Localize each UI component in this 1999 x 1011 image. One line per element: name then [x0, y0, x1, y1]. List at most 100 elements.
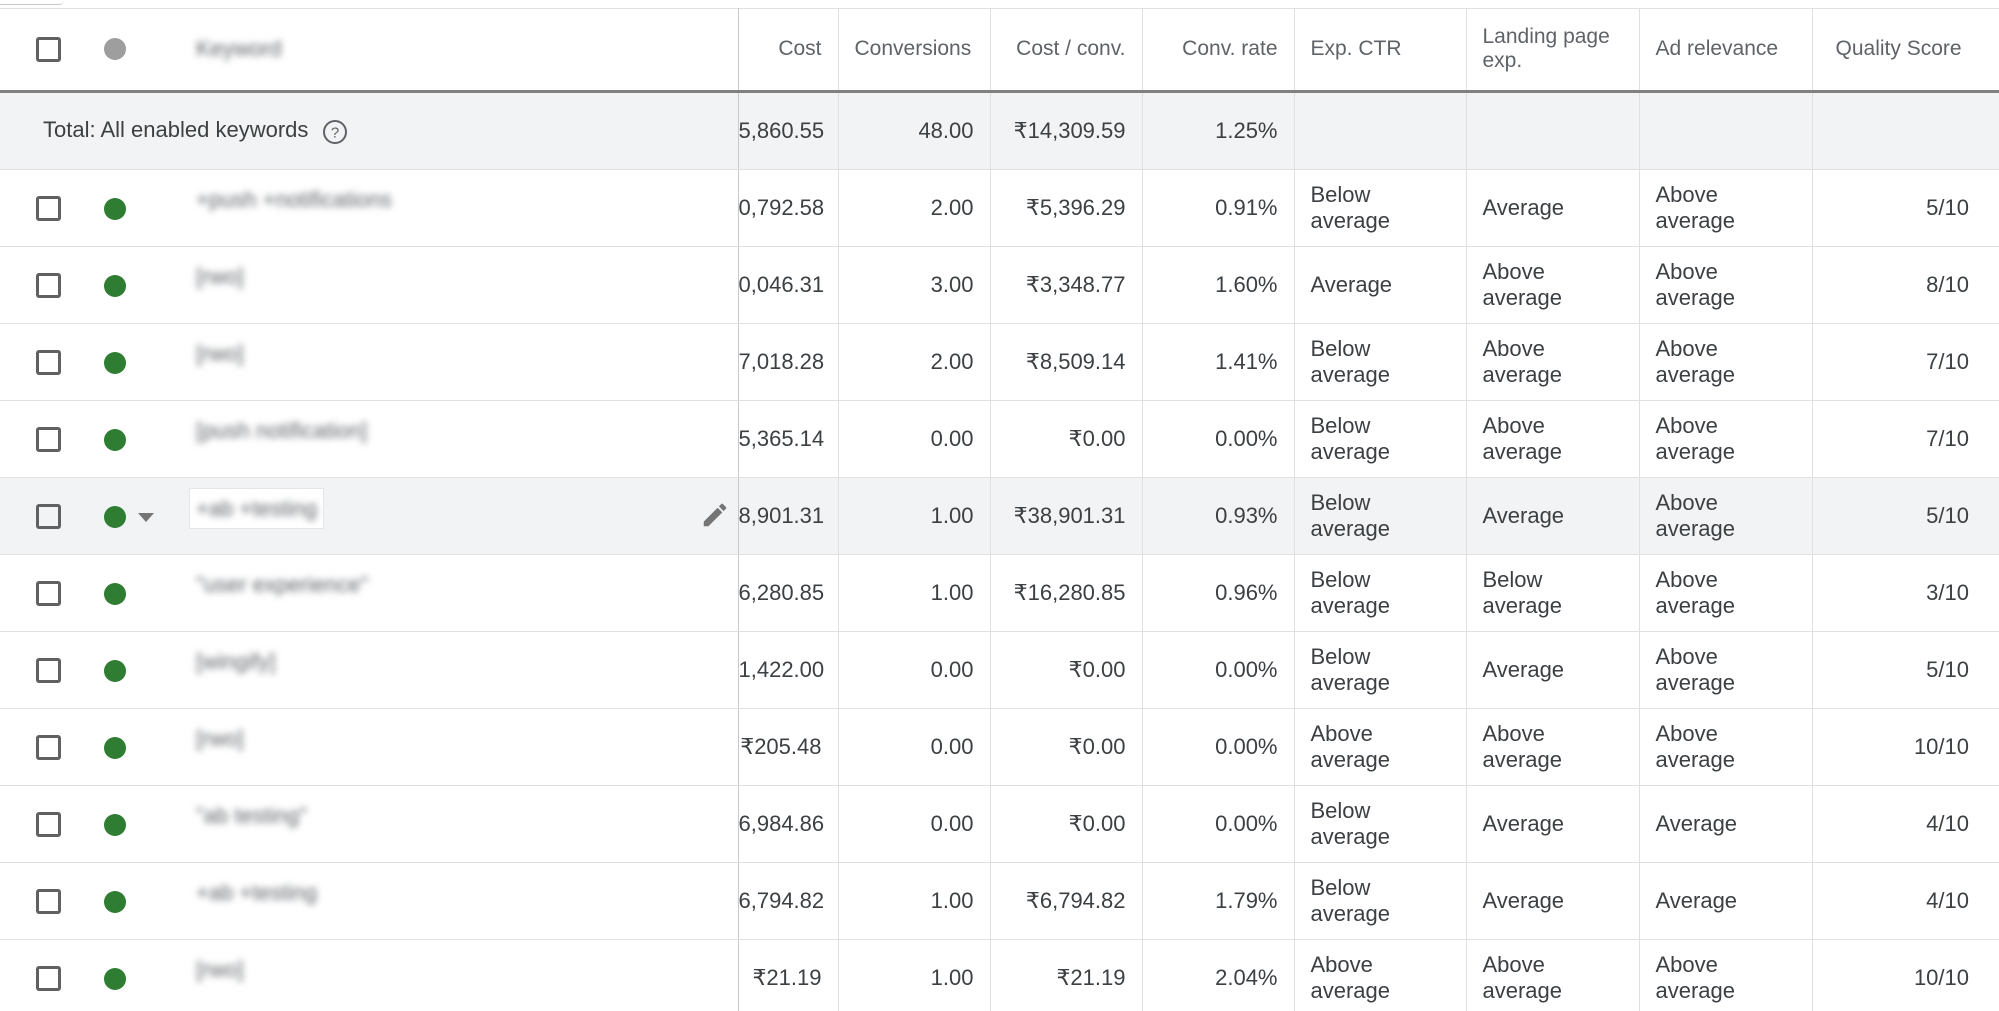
table-row[interactable]: +ab +testing 6,794.82 1.00 ₹6,794.82 1.79% Be… [0, 862, 1999, 940]
enabled-status-icon[interactable] [104, 814, 126, 837]
table-row[interactable]: +ab +testing 8,901.31 1.00 ₹38,901.31 0.93% B… [0, 477, 1999, 555]
cost-conv-cell: ₹0.00 [990, 400, 1143, 478]
cost-header[interactable]: Cost [738, 8, 839, 93]
row-checkbox[interactable] [36, 889, 61, 915]
exp-ctr-cell: Below average [1294, 323, 1467, 401]
total-conversions: 48.00 [838, 91, 991, 170]
table-row[interactable]: [rwo] ₹205.48 0.00 ₹0.00 0.00% Above average A… [0, 708, 1999, 786]
help-circle-icon[interactable]: ? [322, 119, 348, 145]
enabled-status-icon[interactable] [104, 198, 126, 221]
keyword-header[interactable]: Keyword [180, 8, 739, 93]
conversions-cell: 0.00 [838, 400, 991, 478]
select-all-checkbox[interactable] [36, 36, 61, 62]
conversions-cell: 0.00 [838, 631, 991, 709]
quality-score-cell: 5/10 [1812, 631, 1999, 709]
conv-rate-cell: 0.00% [1142, 708, 1295, 786]
enabled-status-icon[interactable] [104, 429, 126, 452]
enabled-status-icon[interactable] [104, 891, 126, 914]
quality-score-header[interactable]: Quality Score [1812, 8, 1999, 93]
keyword-text[interactable]: +ab +testing [196, 880, 318, 906]
cost-cell: 7,018.28 [738, 323, 839, 401]
cost-conv-cell: ₹6,794.82 [990, 862, 1143, 940]
quality-score-cell: 10/10 [1812, 939, 1999, 1011]
quality-score-cell: 7/10 [1812, 323, 1999, 401]
conversions-cell: 1.00 [838, 554, 991, 632]
keyword-text[interactable]: [rwo] [196, 341, 244, 367]
keyword-cell: [rwo] [180, 939, 739, 1011]
total-row: Total: All enabled keywords? 5,860.55 48… [0, 91, 1999, 170]
ad-relevance-cell: Above average [1639, 323, 1813, 401]
ad-relevance-header[interactable]: Ad relevance [1639, 8, 1813, 93]
table-row[interactable]: +push +notifications 0,792.58 2.00 ₹5,396.2… [0, 169, 1999, 247]
keyword-text[interactable]: [wingify] [196, 649, 276, 675]
conversions-cell: 3.00 [838, 246, 991, 324]
cost-cell: ₹205.48 [738, 708, 839, 786]
row-select-cell [0, 477, 100, 555]
table-row[interactable]: [wingify] 1,422.00 0.00 ₹0.00 0.00% Below ave… [0, 631, 1999, 709]
table-row[interactable]: [rwo] ₹21.19 1.00 ₹21.19 2.04% Above average A… [0, 939, 1999, 1011]
cost-cell: 6,984.86 [738, 785, 839, 863]
enabled-status-icon[interactable] [104, 275, 126, 298]
ad-relevance-cell: Above average [1639, 939, 1813, 1011]
keyword-cell: "ab testing" [180, 785, 739, 863]
exp-ctr-cell: Below average [1294, 554, 1467, 632]
row-checkbox[interactable] [36, 504, 61, 530]
cost-cell: 0,046.31 [738, 246, 839, 324]
cost-conv-header-label: Cost / conv. [1016, 37, 1126, 60]
cost-conv-cell: ₹0.00 [990, 708, 1143, 786]
keyword-cell: [rwo] [180, 323, 739, 401]
table-row[interactable]: [rwo] 7,018.28 2.00 ₹8,509.14 1.41% Below ave… [0, 323, 1999, 401]
landing-page-header[interactable]: Landing page exp. [1466, 8, 1640, 93]
row-checkbox[interactable] [36, 735, 61, 761]
cost-conv-header[interactable]: Cost / conv. [990, 8, 1143, 93]
table-row[interactable]: "ab testing" 6,984.86 0.00 ₹0.00 0.00% Below … [0, 785, 1999, 863]
row-status-cell [100, 631, 180, 709]
status-dropdown-icon[interactable] [138, 512, 154, 522]
keyword-cell: [push notification] [180, 400, 739, 478]
enabled-status-icon[interactable] [104, 968, 126, 991]
enabled-status-icon[interactable] [104, 583, 126, 606]
quality-score-cell: 4/10 [1812, 785, 1999, 863]
row-select-cell [0, 785, 100, 863]
conversions-cell: 0.00 [838, 785, 991, 863]
row-checkbox[interactable] [36, 812, 61, 838]
exp-ctr-header[interactable]: Exp. CTR [1294, 8, 1467, 93]
table-row[interactable]: [push notification] 5,365.14 0.00 ₹0.00 0.00… [0, 400, 1999, 478]
total-empty [1466, 91, 1640, 170]
enabled-status-icon[interactable] [104, 506, 126, 529]
edit-pencil-icon[interactable] [700, 500, 730, 530]
keyword-text[interactable]: +push +notifications [196, 187, 392, 213]
keyword-text[interactable]: [push notification] [196, 418, 368, 444]
row-checkbox[interactable] [36, 273, 61, 299]
row-checkbox[interactable] [36, 350, 61, 376]
row-checkbox[interactable] [36, 966, 61, 992]
row-select-cell [0, 323, 100, 401]
row-checkbox[interactable] [36, 658, 61, 684]
enabled-status-icon[interactable] [104, 737, 126, 760]
landing-page-header-label: Landing page exp. [1482, 25, 1610, 72]
conversions-header[interactable]: Conversions [838, 8, 991, 93]
table-header-row: Keyword Cost Conversions Cost / conv. Co… [0, 8, 1999, 93]
landing-page-cell: Average [1466, 477, 1640, 555]
keyword-text[interactable]: "ab testing" [196, 803, 308, 829]
keyword-cell: +ab +testing [180, 477, 739, 555]
keyword-text[interactable]: [rwo] [196, 264, 244, 290]
exp-ctr-cell: Below average [1294, 631, 1467, 709]
row-select-cell [0, 862, 100, 940]
enabled-status-icon[interactable] [104, 660, 126, 683]
table-row[interactable]: [rwo] 0,046.31 3.00 ₹3,348.77 1.60% Average Ab… [0, 246, 1999, 324]
row-select-cell [0, 708, 100, 786]
row-checkbox[interactable] [36, 196, 61, 222]
keyword-text[interactable]: "user experience" [196, 572, 369, 598]
keyword-text[interactable]: [rwo] [196, 726, 244, 752]
keyword-edit-box[interactable]: +ab +testing [190, 488, 324, 528]
conv-rate-header[interactable]: Conv. rate [1142, 8, 1295, 93]
cost-cell: ₹21.19 [738, 939, 839, 1011]
enabled-status-icon[interactable] [104, 352, 126, 375]
row-checkbox[interactable] [36, 581, 61, 607]
keyword-text[interactable]: [rwo] [196, 957, 244, 983]
table-row[interactable]: "user experience" 6,280.85 1.00 ₹16,280.85 0… [0, 554, 1999, 632]
row-status-cell [100, 169, 180, 247]
landing-page-cell: Above average [1466, 246, 1640, 324]
row-checkbox[interactable] [36, 427, 61, 453]
